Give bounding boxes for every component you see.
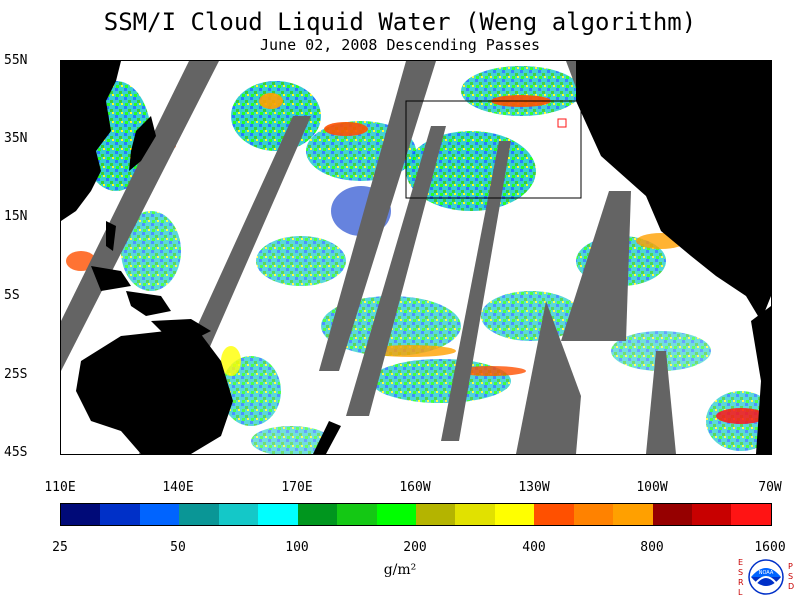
land-masses bbox=[61, 61, 771, 454]
map-subtitle: June 02, 2008 Descending Passes bbox=[260, 36, 540, 54]
svg-text:R: R bbox=[738, 578, 744, 587]
colorbar-label-200: 200 bbox=[403, 540, 427, 555]
colorbar-units: g/m² bbox=[383, 562, 417, 578]
colorbar-cell bbox=[376, 504, 416, 525]
lon-label-160w: 160W bbox=[399, 480, 431, 495]
svg-text:S: S bbox=[788, 572, 793, 581]
svg-text:NOAA: NOAA bbox=[759, 570, 774, 576]
colorbar-cell bbox=[61, 504, 101, 525]
colorbar-cell bbox=[258, 504, 298, 525]
colorbar-cell bbox=[613, 504, 653, 525]
svg-text:E: E bbox=[738, 558, 743, 567]
colorbar-cell bbox=[652, 504, 692, 525]
colorbar-cell bbox=[218, 504, 259, 525]
map-title: SSM/I Cloud Liquid Water (Weng algorithm… bbox=[103, 8, 697, 36]
svg-text:L: L bbox=[738, 588, 743, 597]
colorbar-cell bbox=[415, 504, 456, 525]
lon-label-130w: 130W bbox=[518, 480, 550, 495]
lat-label-45s: 45S bbox=[4, 445, 28, 460]
lon-label-140e: 140E bbox=[162, 480, 194, 495]
svg-text:S: S bbox=[738, 568, 743, 577]
lon-label-70w: 70W bbox=[758, 480, 782, 495]
colorbar-cell bbox=[337, 504, 377, 525]
colorbar-label-400: 400 bbox=[522, 540, 546, 555]
colorbar-label-100: 100 bbox=[285, 540, 309, 555]
colorbar-cell bbox=[297, 504, 338, 525]
svg-text:D: D bbox=[788, 582, 794, 591]
colorbar-label-50: 50 bbox=[170, 540, 186, 555]
lat-label-25s: 25S bbox=[4, 367, 28, 382]
lon-label-110e: 110E bbox=[44, 480, 76, 495]
colorbar-cell bbox=[139, 504, 180, 525]
lon-label-100w: 100W bbox=[636, 480, 668, 495]
lat-label-15n: 15N bbox=[4, 209, 28, 224]
colorbar-cell bbox=[100, 504, 140, 525]
colorbar-cell bbox=[692, 504, 732, 525]
colorbar-cell bbox=[455, 504, 495, 525]
annotation-boxes bbox=[405, 100, 582, 199]
colorbar-label-25: 25 bbox=[52, 540, 68, 555]
colorbar-label-1600: 1600 bbox=[754, 540, 786, 555]
colorbar-cell bbox=[494, 504, 535, 525]
colorbar-cell bbox=[573, 504, 614, 525]
lat-label-35n: 35N bbox=[4, 131, 28, 146]
lat-label-55n: 55N bbox=[4, 53, 28, 68]
esrl-psd-noaa-logo: E S R L P S D NOAA bbox=[738, 558, 794, 597]
map-area bbox=[60, 60, 772, 455]
colorbar bbox=[60, 503, 772, 526]
map-canvas bbox=[61, 61, 771, 454]
colorbar-cell bbox=[731, 504, 771, 525]
lat-label-5s: 5S bbox=[4, 288, 20, 303]
lon-label-170e: 170E bbox=[281, 480, 313, 495]
colorbar-label-800: 800 bbox=[640, 540, 664, 555]
colorbar-cell bbox=[179, 504, 219, 525]
svg-text:P: P bbox=[788, 562, 793, 571]
colorbar-cell bbox=[534, 504, 574, 525]
